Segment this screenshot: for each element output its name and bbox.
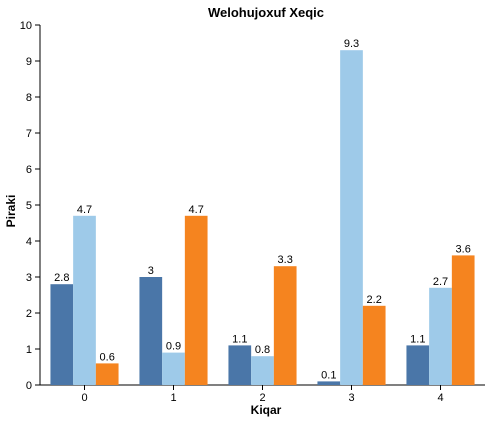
bar-value-label: 3.6 [456, 243, 471, 255]
bar [184, 215, 208, 385]
bar-value-label: 0.9 [166, 341, 181, 353]
bar-value-label: 4.7 [77, 204, 92, 216]
y-tick-label: 1 [26, 344, 32, 356]
bar [406, 345, 430, 385]
y-tick-label: 4 [26, 236, 32, 248]
bar [317, 381, 341, 385]
bar-value-label: 1.1 [232, 333, 247, 345]
bar [340, 50, 363, 385]
y-tick-label: 10 [20, 20, 32, 32]
x-tick-label: 0 [81, 392, 87, 404]
chart-title: Welohujoxuf Xeqic [208, 5, 324, 20]
bar [362, 305, 386, 385]
bar [73, 215, 96, 385]
y-tick-label: 7 [26, 128, 32, 140]
y-tick-label: 6 [26, 164, 32, 176]
y-tick-label: 2 [26, 308, 32, 320]
y-tick-label: 0 [26, 380, 32, 392]
bar [139, 277, 163, 385]
bar-value-label: 3 [148, 265, 154, 277]
bar [162, 352, 185, 385]
x-tick-label: 2 [259, 392, 265, 404]
bar [251, 356, 274, 385]
x-tick-label: 1 [170, 392, 176, 404]
y-axis-title: Piraki [4, 195, 18, 228]
bar [273, 266, 297, 385]
x-tick-label: 3 [348, 392, 354, 404]
plot-area: 0 1 2 3 4 5 6 7 8 9 10 0 2.8 4.7 0.6 1 3 0.9 4.7 2 1.1 0.8 3.3… [20, 20, 485, 404]
bar-value-label: 1.1 [410, 333, 425, 345]
bar-value-label: 2.2 [367, 294, 382, 306]
y-tick-label: 5 [26, 200, 32, 212]
bar [429, 287, 452, 385]
bar-value-label: 9.3 [344, 38, 359, 50]
bar-value-label: 3.3 [278, 254, 293, 266]
bar-value-label: 2.8 [54, 272, 69, 284]
y-tick-label: 3 [26, 272, 32, 284]
x-axis-title: Kiqar [251, 403, 282, 417]
bar [95, 363, 119, 385]
x-tick-label: 4 [437, 392, 443, 404]
bar-value-label: 4.7 [189, 204, 204, 216]
bar-value-label: 0.1 [321, 369, 336, 381]
bar [451, 255, 475, 385]
bar-value-label: 0.6 [100, 351, 115, 363]
bar [228, 345, 252, 385]
bar [50, 284, 74, 385]
bar-value-label: 0.8 [255, 344, 270, 356]
y-tick-label: 8 [26, 92, 32, 104]
y-tick-label: 9 [26, 56, 32, 68]
bar-value-label: 2.7 [433, 276, 448, 288]
